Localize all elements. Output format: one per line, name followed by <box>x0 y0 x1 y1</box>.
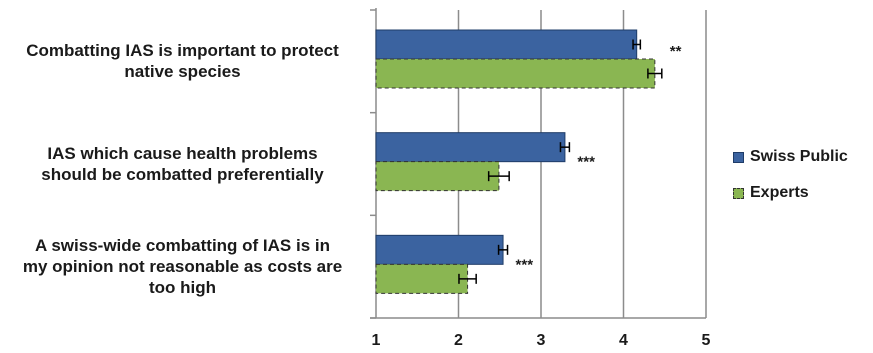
x-tick-label: 4 <box>619 332 628 349</box>
bar-swiss-public <box>375 234 504 265</box>
bar-experts <box>375 161 500 192</box>
category-label: IAS which cause health problems should b… <box>41 143 324 184</box>
significance-mark: ** <box>670 43 682 60</box>
significance-mark: *** <box>577 154 595 171</box>
bar-experts <box>375 58 656 89</box>
legend-swatch-swiss-public <box>733 151 744 163</box>
x-tick-label: 5 <box>702 332 711 349</box>
x-tick-label: 3 <box>537 332 546 349</box>
legend-item-experts: Experts <box>733 182 848 204</box>
x-tick-label: 1 <box>372 332 381 349</box>
significance-marks: ******** <box>516 43 682 273</box>
error-bars <box>458 39 663 284</box>
legend-swatch-experts <box>733 187 744 199</box>
bars <box>375 29 656 294</box>
legend-label: Swiss Public <box>750 148 848 165</box>
category-label: Combatting IAS is important to protect n… <box>26 41 339 81</box>
bar-swiss-public <box>375 132 566 163</box>
legend-item-swiss-public: Swiss Public <box>733 146 848 168</box>
bar-swiss-public <box>375 29 638 60</box>
category-label: A swiss-wide combatting of IAS is in my … <box>22 235 343 297</box>
legend: Swiss Public Experts <box>733 146 848 218</box>
legend-label: Experts <box>750 184 809 201</box>
significance-mark: *** <box>516 256 534 273</box>
x-tick-label: 2 <box>454 332 463 349</box>
x-tick-labels: 1 2 3 4 5 <box>372 332 711 349</box>
bar-experts <box>375 263 469 294</box>
